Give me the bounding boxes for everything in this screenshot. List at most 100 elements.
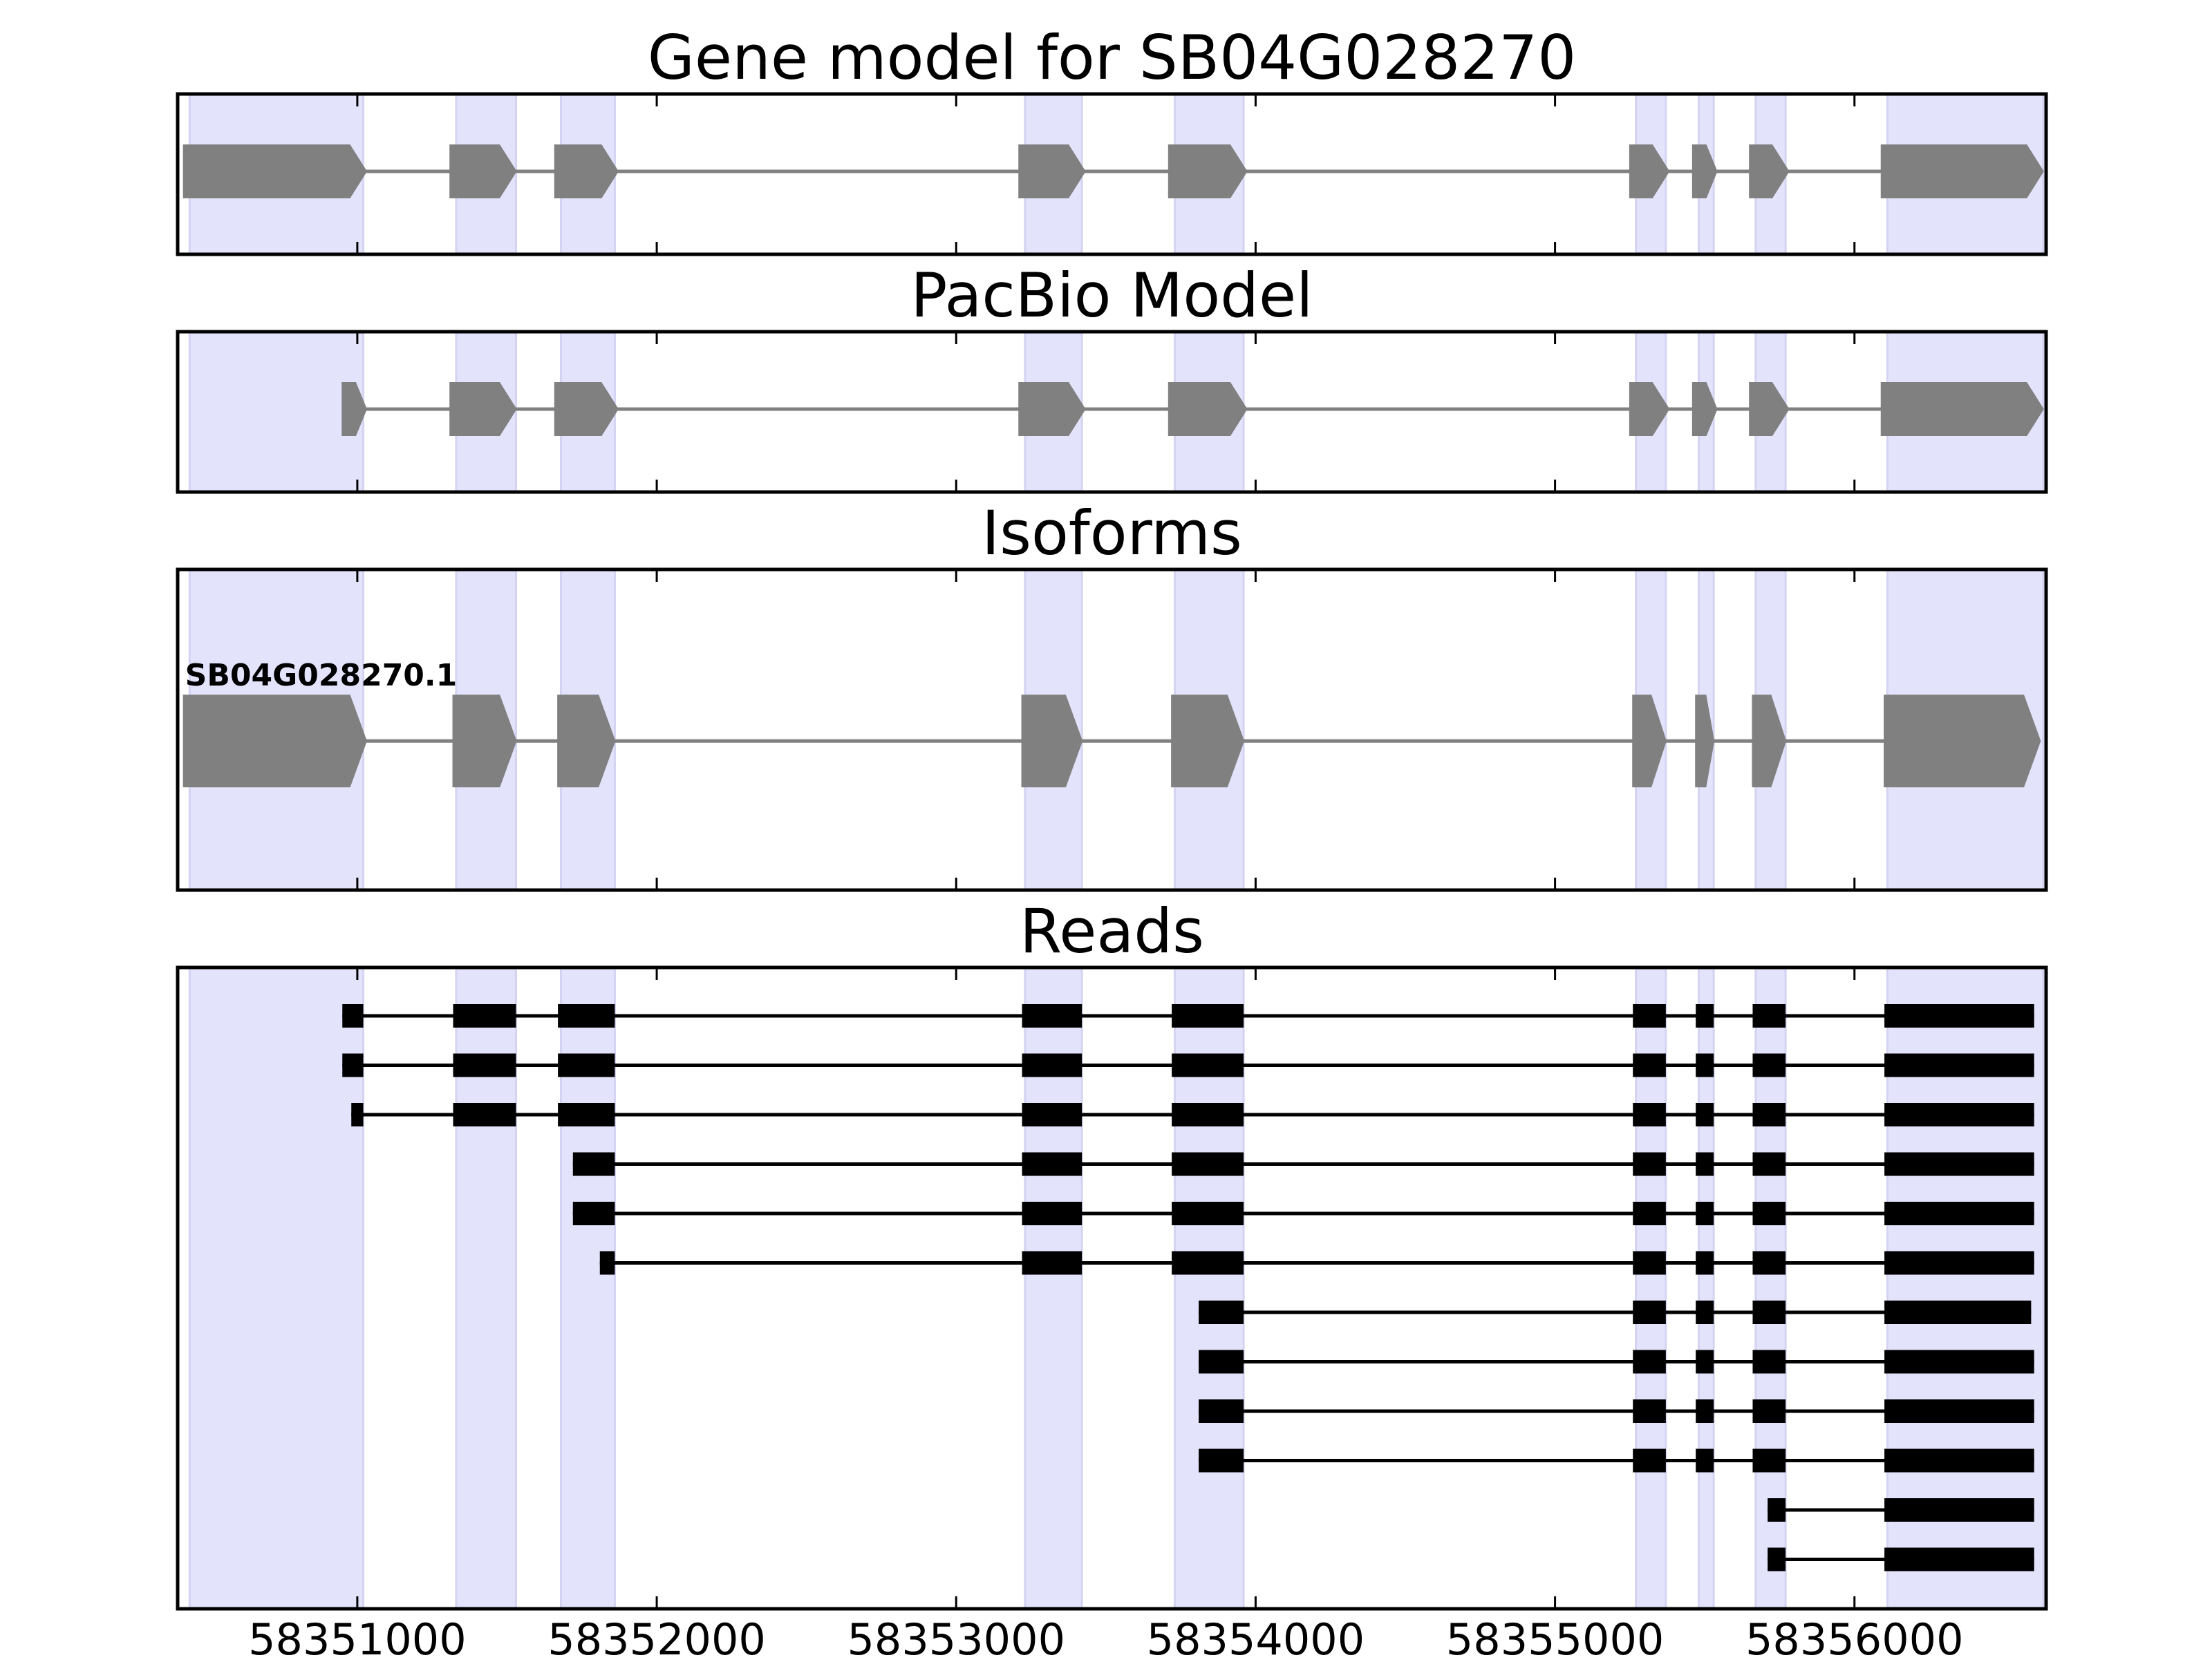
read-exon — [1752, 1202, 1786, 1225]
read-exon — [1884, 1202, 2034, 1225]
isoform-label: SB04G028270.1 — [185, 658, 458, 693]
read-exon — [1884, 1399, 2034, 1423]
read-exon — [1022, 1053, 1082, 1077]
exon-arrow — [341, 382, 367, 436]
x-tick-label: 58353000 — [847, 1614, 1065, 1659]
read-exon — [1172, 1251, 1244, 1275]
exon-arrow — [452, 695, 517, 788]
read-exon — [1633, 1004, 1666, 1028]
panel-0: Gene model for SB04G028270 — [176, 22, 2048, 256]
read-exon — [1752, 1103, 1786, 1126]
read-exon — [1696, 1251, 1714, 1275]
read-exon — [1752, 1301, 1786, 1324]
read-exon — [1884, 1547, 2034, 1571]
panel-title: Reads — [1020, 896, 1204, 967]
exon-arrow — [1880, 382, 2044, 436]
read-exon — [1696, 1301, 1714, 1324]
panel-title: Isoforms — [982, 498, 1242, 569]
read-exon — [1696, 1202, 1714, 1225]
read-exon — [1884, 1152, 2034, 1176]
panel-2: SB04G028270.1 Isoforms — [176, 498, 2048, 892]
read-exon — [1633, 1448, 1666, 1473]
exon-arrow — [1018, 144, 1086, 198]
read-exon — [342, 1053, 364, 1077]
read-exon — [1884, 1301, 2032, 1324]
read-exon — [1633, 1152, 1666, 1176]
exon-arrow — [1021, 695, 1083, 788]
read-exon — [1633, 1350, 1666, 1374]
read-exon — [1172, 1053, 1244, 1077]
read-exon — [558, 1103, 615, 1126]
panel-frame — [176, 567, 2048, 892]
read-exon — [1633, 1103, 1666, 1126]
read-exon — [1884, 1498, 2034, 1522]
exon-arrow — [554, 382, 619, 436]
read-exon — [1172, 1202, 1244, 1225]
read-exon — [599, 1251, 615, 1275]
highlight-band — [188, 966, 365, 1610]
read-exon — [1768, 1547, 1786, 1571]
read-exon — [1696, 1103, 1714, 1126]
x-tick-label: 58356000 — [1745, 1614, 1964, 1659]
highlight-band — [188, 330, 365, 493]
exon-arrow — [1168, 144, 1248, 198]
read-exon — [1884, 1448, 2034, 1473]
read-exon — [351, 1103, 364, 1126]
exon-arrow — [1884, 695, 2041, 788]
exon-arrow — [1018, 382, 1086, 436]
exon-arrow — [557, 695, 616, 788]
read-exon — [1752, 1399, 1786, 1423]
panel-frame — [176, 330, 2048, 494]
read-exon — [1696, 1004, 1714, 1028]
panel-3: Reads — [176, 896, 2048, 1611]
read-exon — [1752, 1251, 1786, 1275]
x-tick-label: 58355000 — [1446, 1614, 1665, 1659]
read-exon — [1884, 1004, 2034, 1028]
read-exon — [342, 1004, 364, 1028]
exon-arrow — [1691, 382, 1718, 436]
read-exon — [1633, 1053, 1666, 1077]
exon-arrow — [1168, 382, 1248, 436]
panel-title: PacBio Model — [910, 260, 1313, 331]
read-exon — [1752, 1448, 1786, 1473]
exon-arrow — [449, 144, 517, 198]
read-exon — [453, 1053, 516, 1077]
read-exon — [1633, 1202, 1666, 1225]
exon-arrow — [182, 144, 368, 198]
x-tick-label: 58354000 — [1147, 1614, 1365, 1659]
read-exon — [1633, 1251, 1666, 1275]
read-exon — [572, 1202, 615, 1225]
panel-1: PacBio Model — [176, 260, 2048, 494]
read-exon — [1172, 1103, 1244, 1126]
read-exon — [453, 1004, 516, 1028]
read-exon — [1633, 1301, 1666, 1324]
read-exon — [1199, 1399, 1244, 1423]
panel-frame — [176, 965, 2048, 1611]
exon-arrow — [1632, 695, 1667, 788]
read-exon — [1172, 1152, 1244, 1176]
read-exon — [1884, 1053, 2034, 1077]
read-exon — [1884, 1251, 2034, 1275]
read-exon — [558, 1004, 615, 1028]
read-exon — [1696, 1152, 1714, 1176]
x-tick-label: 58352000 — [547, 1614, 766, 1659]
read-exon — [1022, 1251, 1082, 1275]
read-exon — [1199, 1350, 1244, 1374]
read-exon — [1696, 1053, 1714, 1077]
read-exon — [1884, 1350, 2034, 1374]
exon-arrow — [182, 695, 367, 788]
read-exon — [1199, 1448, 1244, 1473]
exon-arrow — [1880, 144, 2044, 198]
read-exon — [1696, 1399, 1714, 1423]
read-exon — [1172, 1004, 1244, 1028]
x-tick-label: 58351000 — [248, 1614, 467, 1659]
exon-arrow — [1749, 144, 1790, 198]
read-exon — [1884, 1103, 2034, 1126]
read-exon — [558, 1053, 615, 1077]
panel-title: Gene model for SB04G028270 — [648, 22, 1577, 93]
read-exon — [1022, 1152, 1082, 1176]
exon-arrow — [1691, 144, 1718, 198]
read-exon — [1022, 1202, 1082, 1225]
